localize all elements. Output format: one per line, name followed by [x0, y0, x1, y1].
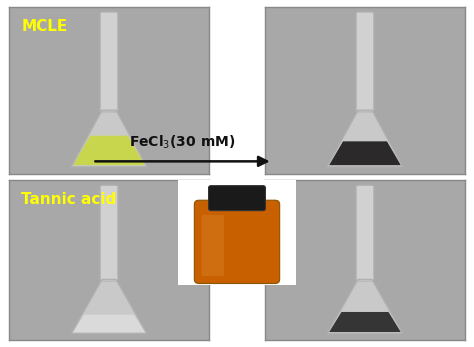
Polygon shape	[329, 141, 401, 165]
Polygon shape	[329, 312, 401, 332]
Polygon shape	[71, 279, 147, 334]
Polygon shape	[327, 110, 403, 167]
FancyBboxPatch shape	[209, 186, 265, 211]
Polygon shape	[71, 110, 147, 167]
Polygon shape	[327, 279, 403, 334]
Polygon shape	[73, 136, 145, 165]
FancyBboxPatch shape	[100, 12, 118, 112]
Text: MCLE: MCLE	[21, 19, 68, 34]
Text: FeCl$_3$(30 mM): FeCl$_3$(30 mM)	[129, 134, 236, 151]
FancyBboxPatch shape	[100, 185, 118, 281]
Polygon shape	[73, 315, 145, 332]
FancyBboxPatch shape	[356, 185, 374, 281]
FancyBboxPatch shape	[194, 200, 280, 283]
FancyBboxPatch shape	[356, 12, 374, 112]
FancyBboxPatch shape	[201, 215, 224, 276]
Text: Tannic acid: Tannic acid	[21, 192, 117, 206]
